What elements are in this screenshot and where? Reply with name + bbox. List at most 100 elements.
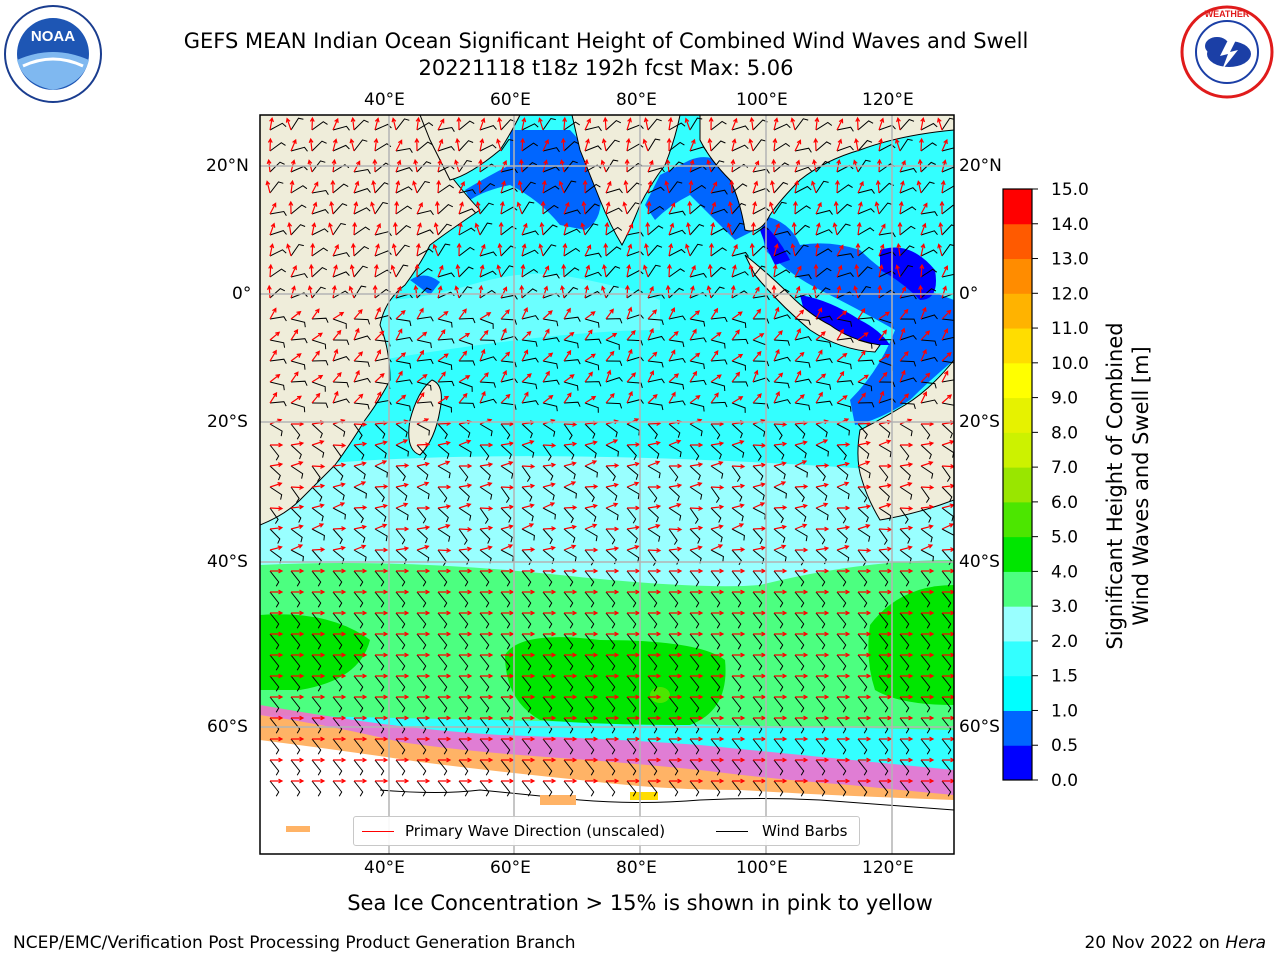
wave-direction-arrow [563, 461, 577, 467]
wind-barb [689, 570, 700, 587]
wind-barb [521, 142, 538, 152]
wave-direction-arrow [438, 610, 452, 616]
wave-direction-arrow [310, 242, 316, 257]
wind-barb [479, 444, 490, 461]
wave-direction-arrow [626, 348, 633, 362]
wave-direction-arrow [496, 264, 502, 278]
wind-barb [773, 162, 790, 173]
wind-barb [563, 401, 581, 407]
wind-barb [689, 675, 700, 692]
wave-direction-arrow [878, 483, 893, 489]
wave-direction-arrow [941, 523, 954, 530]
wind-barb [857, 612, 868, 629]
wind-barb [416, 759, 427, 776]
wave-direction-arrow [354, 610, 368, 616]
wave-direction-arrow [774, 568, 788, 574]
wind-barb [353, 486, 367, 499]
wave-direction-arrow [816, 631, 830, 637]
wave-direction-arrow [816, 673, 830, 679]
wind-barb [563, 780, 574, 797]
wind-barb [269, 759, 280, 776]
wind-barb [857, 528, 871, 542]
wind-barb [269, 249, 287, 257]
wind-barb [458, 780, 469, 797]
wave-direction-arrow [920, 372, 931, 383]
wave-direction-arrow [899, 327, 906, 341]
wave-direction-arrow [501, 736, 515, 742]
wind-barb [605, 318, 623, 324]
colorbar-tick-label: 13.0 [1051, 250, 1089, 270]
wind-barb [752, 360, 770, 367]
wind-barb [584, 780, 595, 797]
wave-direction-arrow [396, 589, 410, 595]
wind-barb [416, 444, 427, 461]
wave-direction-arrow [437, 371, 446, 383]
wave-direction-arrow [920, 306, 927, 320]
wind-barb [311, 591, 322, 608]
wave-direction-arrow [623, 179, 629, 194]
wind-barb [836, 696, 847, 713]
colorbar-segment [1003, 189, 1032, 225]
wind-barb [416, 717, 427, 734]
wind-barb [521, 696, 532, 713]
wave-direction-arrow [563, 544, 577, 551]
wind-barb [542, 528, 553, 545]
wave-direction-arrow [564, 652, 578, 658]
wave-direction-arrow [459, 652, 473, 658]
wave-direction-arrow [920, 243, 926, 257]
wave-direction-arrow [286, 243, 292, 257]
wind-barb [647, 570, 658, 587]
wave-direction-arrow [438, 694, 452, 700]
wind-barb [395, 780, 406, 797]
wave-direction-arrow [312, 631, 326, 637]
wave-direction-arrow [920, 116, 926, 131]
wave-direction-arrow [396, 694, 410, 700]
wave-direction-arrow [269, 331, 281, 341]
wind-barb [395, 186, 413, 194]
wave-direction-arrow [813, 263, 819, 277]
wave-direction-arrow [690, 652, 704, 658]
wave-direction-arrow [773, 390, 780, 404]
wind-barb [773, 528, 786, 543]
wind-barb [542, 633, 553, 650]
wave-direction-arrow [455, 263, 461, 278]
wind-barb [815, 267, 832, 278]
wave-direction-arrow [521, 306, 528, 320]
wind-barb [941, 379, 954, 383]
wave-direction-arrow [816, 652, 830, 658]
wind-barb [899, 423, 913, 437]
wave-direction-arrow [269, 505, 284, 511]
wave-direction-arrow [291, 568, 305, 574]
wind-barb [563, 549, 577, 563]
wind-barb [689, 402, 705, 412]
wind-barb [332, 528, 343, 545]
wave-direction-arrow [626, 461, 640, 467]
wind-barb [752, 318, 770, 324]
wave-direction-arrow [585, 610, 599, 616]
wind-barb [710, 717, 721, 734]
wind-barb [563, 141, 580, 152]
wind-barb [521, 759, 532, 776]
wind-barb [416, 591, 427, 608]
wind-barb [332, 144, 350, 152]
wind-barb [836, 380, 854, 386]
wind-barb [521, 486, 533, 502]
wave-direction-arrow [753, 589, 767, 595]
wave-direction-legend-swatch [362, 831, 394, 832]
wave-direction-arrow [937, 243, 943, 257]
wind-barb [710, 160, 725, 173]
wave-direction-arrow [920, 544, 934, 551]
wind-barb [857, 717, 868, 734]
wave-direction-arrow [941, 328, 948, 341]
wind-barb [794, 696, 805, 713]
wave-direction-arrow [708, 242, 714, 257]
wave-direction-arrow [687, 200, 693, 215]
wind-barb [920, 122, 938, 131]
wind-barb [332, 633, 343, 650]
wind-barb [836, 570, 847, 587]
wave-direction-arrow [940, 179, 946, 194]
wind-barb [794, 675, 805, 692]
wind-barb [311, 780, 322, 797]
wave-direction-arrow [374, 391, 382, 404]
wind-barb [857, 570, 868, 587]
